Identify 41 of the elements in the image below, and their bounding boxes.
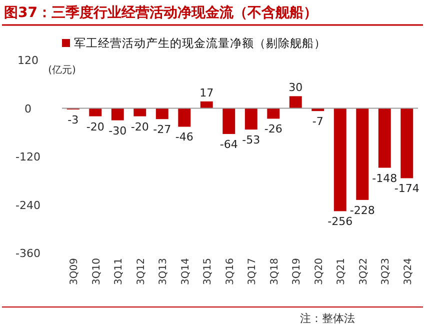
data-label: -148	[372, 172, 398, 185]
y-tick-label: -120	[16, 150, 40, 164]
data-label: -46	[175, 130, 194, 144]
y-axis-title: (亿元)	[48, 65, 76, 76]
y-tick-label: -360	[16, 247, 40, 260]
x-tick-label: 3Q09	[69, 258, 80, 285]
data-label: -228	[350, 204, 375, 217]
y-tick-label: 0	[24, 102, 32, 116]
data-label: -20	[130, 120, 149, 134]
x-tick-label: 3Q13	[158, 258, 170, 285]
x-tick-label: 3Q19	[292, 258, 303, 285]
x-tick-label: 3Q22	[358, 258, 370, 285]
x-tick-label: 3Q23	[380, 258, 392, 285]
data-label: 30	[288, 81, 303, 94]
x-tick-label: 3Q15	[202, 258, 214, 285]
x-tick-label: 3Q18	[269, 258, 280, 285]
x-tick-label: 3Q21	[336, 258, 348, 285]
data-label: 17	[200, 86, 214, 100]
chart-title: 图37：三季度行业经营活动净现金流（不含舰船）	[4, 4, 318, 21]
data-label: -174	[394, 182, 420, 196]
x-tick-label: 3Q14	[180, 258, 192, 285]
x-tick-label: 3Q10	[91, 258, 102, 285]
x-tick-label: 3Q16	[224, 258, 236, 285]
x-tick-label: 3Q12	[136, 258, 147, 285]
x-tick-label: 3Q24	[402, 258, 414, 285]
x-tick-label: 3Q17	[247, 258, 258, 285]
data-label: -26	[264, 122, 282, 136]
data-label: -3	[68, 113, 79, 126]
x-tick-label: 3Q20	[314, 258, 325, 285]
data-label: -64	[220, 138, 238, 151]
data-label: -7	[312, 115, 324, 128]
data-label: -53	[242, 134, 260, 147]
x-tick-label: 3Q11	[114, 258, 125, 285]
y-tick-label: -240	[16, 198, 40, 212]
legend-label: 军工经营活动产生的现金流量净额（剔除舰船）	[74, 36, 326, 50]
data-label: -256	[328, 215, 353, 228]
y-tick-label: 120	[18, 54, 38, 67]
data-label: -27	[153, 123, 172, 136]
data-label: -20	[86, 120, 104, 134]
text: 注：整体法	[300, 312, 355, 325]
data-label: -30	[108, 124, 127, 138]
